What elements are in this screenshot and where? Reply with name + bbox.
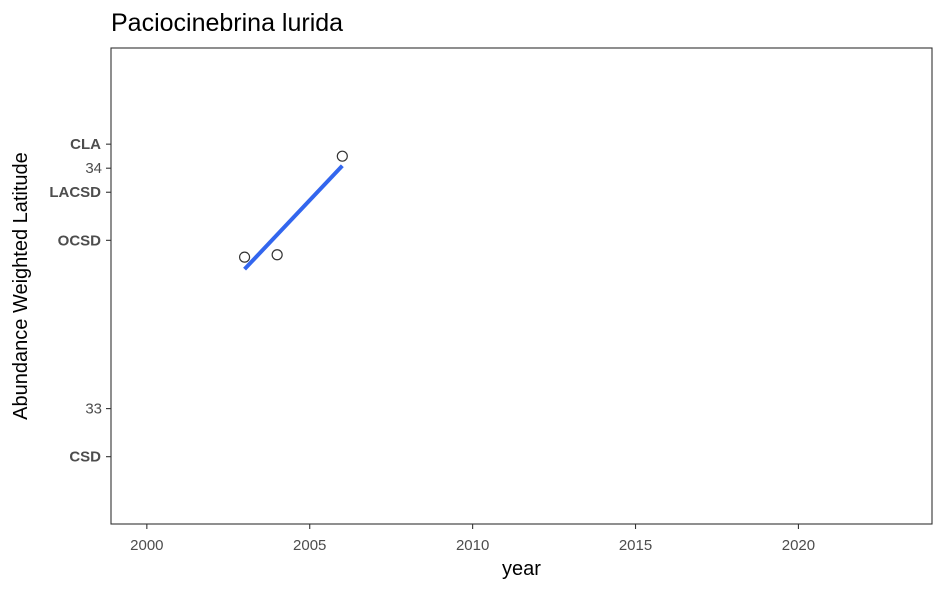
chart-title: Paciocinebrina lurida: [111, 9, 343, 37]
y-tick-label: 34: [85, 160, 102, 177]
x-tick-label: 2005: [293, 537, 326, 554]
x-axis-title: year: [502, 558, 541, 580]
data-point: [238, 251, 251, 263]
y-axis: 33 34: [85, 160, 111, 418]
site-tick-label: OCSD: [58, 232, 102, 249]
x-tick-label: 2015: [619, 537, 652, 554]
site-tick-label: LACSD: [49, 184, 101, 201]
plot-marks: [238, 150, 348, 271]
data-point: [271, 249, 283, 261]
y-axis-title: Abundance Weighted Latitude: [10, 152, 32, 420]
data-point: [336, 150, 348, 162]
y-tick-label: 33: [85, 401, 102, 418]
site-axis: CLA LACSD OCSD CSD: [49, 136, 111, 466]
site-tick-label: CLA: [70, 136, 101, 153]
site-tick-label: CSD: [69, 449, 101, 466]
x-tick-label: 2010: [456, 537, 489, 554]
x-axis: 2000 2005 2010 2015 2020: [130, 524, 815, 554]
plot-panel: [110, 47, 933, 525]
x-tick-label: 2020: [782, 537, 815, 554]
trend-line: [243, 164, 344, 271]
x-tick-label: 2000: [130, 537, 163, 554]
